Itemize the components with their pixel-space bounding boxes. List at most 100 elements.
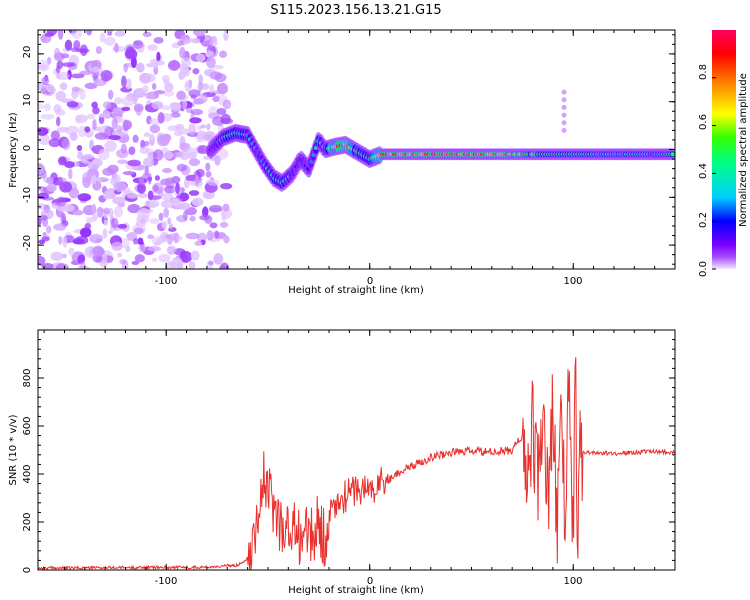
noise-blob [179, 128, 190, 135]
noise-blob [115, 183, 122, 190]
noise-blob [145, 62, 160, 68]
noise-blob [55, 263, 69, 269]
noise-blob [71, 30, 83, 39]
noise-blob [206, 259, 214, 269]
noise-blob [137, 192, 148, 199]
noise-blob [192, 30, 206, 37]
spectrogram-panel: -100 0 100 Height of straight line (km) … [8, 29, 676, 296]
noise-blob [84, 82, 98, 90]
noise-blob [111, 46, 126, 53]
noise-blob [40, 87, 47, 95]
colorbar-tick-label-2: 0.4 [698, 163, 709, 179]
noise-blob [177, 235, 183, 241]
noise-blob [130, 56, 137, 69]
noise-blob [216, 107, 227, 116]
noise-blob [139, 146, 150, 155]
noise-blob [50, 251, 64, 261]
colorbar-label: Normalized spectral amplitude [738, 73, 749, 227]
noise-blob [167, 217, 172, 225]
colorbar-ticks [712, 77, 716, 270]
noise-blob [38, 239, 46, 245]
noise-blob [46, 183, 57, 192]
bot-y-tick-label-1: 200 [22, 512, 33, 531]
noise-blob [179, 142, 190, 151]
noise-blob [46, 176, 54, 185]
noise-blob [216, 82, 229, 95]
noise-blob [188, 123, 196, 136]
noise-blob [176, 163, 187, 172]
top-y-tick-label-2: 0 [22, 145, 33, 151]
noise-blob [38, 162, 45, 175]
snr-plot-area [38, 356, 675, 570]
noise-blob [222, 99, 232, 110]
noise-blob [163, 150, 174, 160]
noise-blob [135, 220, 146, 227]
noise-blob [114, 205, 123, 218]
noise-blob [98, 148, 110, 160]
noise-blob [171, 152, 182, 158]
noise-blob [158, 212, 164, 221]
noise-blob [111, 217, 119, 229]
noise-blob [137, 207, 151, 220]
noise-blob [175, 182, 180, 195]
ridge-spur [561, 127, 567, 133]
noise-blob [195, 168, 205, 178]
noise-blob [171, 176, 181, 184]
noise-blob [143, 73, 156, 83]
noise-blob [91, 174, 97, 185]
noise-blob [171, 256, 183, 268]
noise-blob [132, 134, 139, 143]
noise-blob [205, 171, 212, 178]
noise-blob [92, 118, 97, 130]
noise-blob [57, 30, 64, 40]
noise-blob [103, 207, 110, 215]
noise-blob [96, 206, 104, 218]
noise-blob [121, 75, 127, 88]
noise-blob [124, 120, 133, 130]
noise-blob [132, 39, 144, 50]
noise-blob [92, 106, 100, 115]
noise-blob [39, 215, 48, 221]
noise-blob [147, 234, 155, 240]
bot-x-tick-label-2: 100 [563, 576, 582, 587]
noise-blob [61, 138, 71, 150]
bot-y-tick-label-2: 400 [22, 464, 33, 483]
top-y-tick-label-0: -20 [22, 235, 33, 251]
noise-blob [99, 32, 106, 43]
noise-blob [205, 50, 215, 58]
colorbar: 0.0 0.2 0.4 0.6 0.8 Normalized spectral … [698, 30, 749, 277]
noise-blob [60, 53, 70, 59]
noise-blob [50, 130, 61, 141]
spectrogram-heatmap [38, 30, 675, 269]
noise-blob [134, 254, 145, 263]
noise-blob [147, 44, 158, 52]
noise-blob [103, 219, 109, 226]
noise-blob [123, 63, 128, 73]
noise-blob [190, 108, 204, 116]
ridge-spur [561, 112, 567, 118]
noise-blob [53, 223, 67, 231]
noise-blob [86, 30, 93, 36]
noise-blob [38, 255, 46, 266]
noise-blob [159, 134, 170, 146]
noise-blob [169, 102, 180, 108]
noise-blob [154, 175, 161, 181]
noise-blob [94, 132, 109, 140]
noise-blob [204, 215, 213, 224]
noise-blob [82, 176, 91, 189]
noise-blob [56, 71, 70, 81]
noise-blob [124, 48, 138, 60]
bot-x-tick-label-1: 0 [367, 576, 373, 587]
noise-blob [143, 132, 151, 137]
figure-title: S115.2023.156.13.21.G15 [270, 3, 441, 18]
noise-blob [92, 214, 98, 222]
noise-blob [153, 36, 164, 44]
noise-blob [214, 155, 221, 166]
noise-blob [188, 261, 196, 269]
noise-blob [207, 179, 220, 186]
noise-blob [121, 96, 135, 107]
noise-blob [152, 182, 164, 195]
noise-blob [111, 117, 118, 130]
noise-blob [38, 104, 45, 110]
